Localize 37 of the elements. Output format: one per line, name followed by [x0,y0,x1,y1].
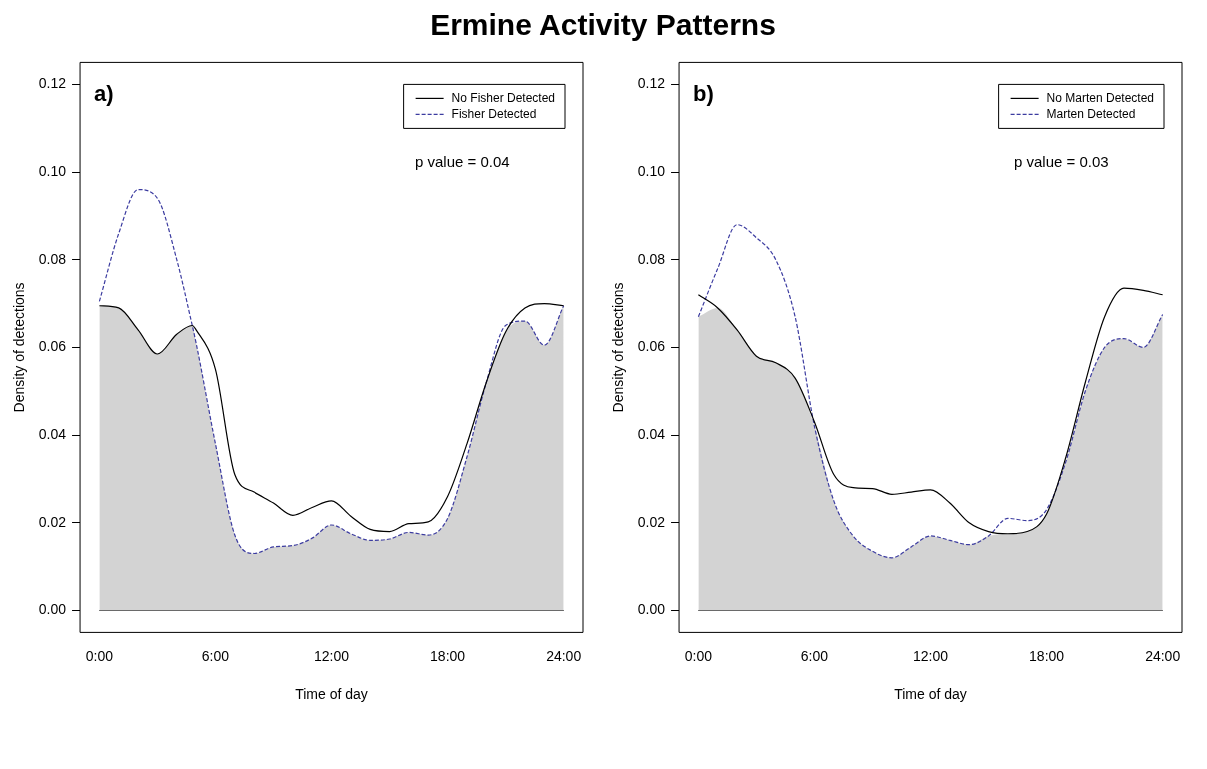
y-tick-label: 0.10 [637,162,666,179]
x-tick-label: 18:00 [1029,647,1065,664]
x-tick-label: 6:00 [800,647,829,664]
y-tick-label: 0.00 [637,601,666,618]
x-tick-label: 18:00 [430,647,466,664]
legend-label: Marten Detected [1046,106,1136,121]
x-tick-label: 6:00 [201,647,230,664]
annotation: a) [94,81,114,107]
x-tick-label: 24:00 [1145,647,1181,664]
x-tick-label: 12:00 [314,647,350,664]
x-tick-label: 24:00 [546,647,582,664]
x-tick-label: 12:00 [913,647,949,664]
y-tick-label: 0.12 [38,75,67,92]
y-tick-label: 0.02 [637,513,666,530]
x-axis-title: Time of day [894,686,967,703]
y-axis-title: Density of detections [610,282,627,413]
y-tick-label: 0.00 [38,601,67,618]
annotation: b) [693,81,714,107]
x-tick-label: 0:00 [684,647,713,664]
y-tick-label: 0.02 [38,513,67,530]
y-tick-label: 0.06 [38,338,67,355]
y-tick-label: 0.04 [38,425,67,442]
legend-label: No Fisher Detected [451,90,556,105]
y-tick-label: 0.06 [637,338,666,355]
y-axis-title: Density of detections [11,282,28,413]
x-tick-label: 0:00 [85,647,114,664]
annotation: p value = 0.04 [414,152,510,170]
y-tick-label: 0.12 [637,75,666,92]
x-axis-title: Time of day [295,686,368,703]
legend-label: Fisher Detected [451,106,537,121]
y-tick-label: 0.04 [637,425,666,442]
y-tick-label: 0.08 [38,250,67,267]
legend-label: No Marten Detected [1046,90,1155,105]
annotation: p value = 0.03 [1013,152,1109,170]
y-tick-label: 0.10 [38,162,67,179]
chart-title: Ermine Activity Patterns [429,8,777,42]
y-tick-label: 0.08 [637,250,666,267]
